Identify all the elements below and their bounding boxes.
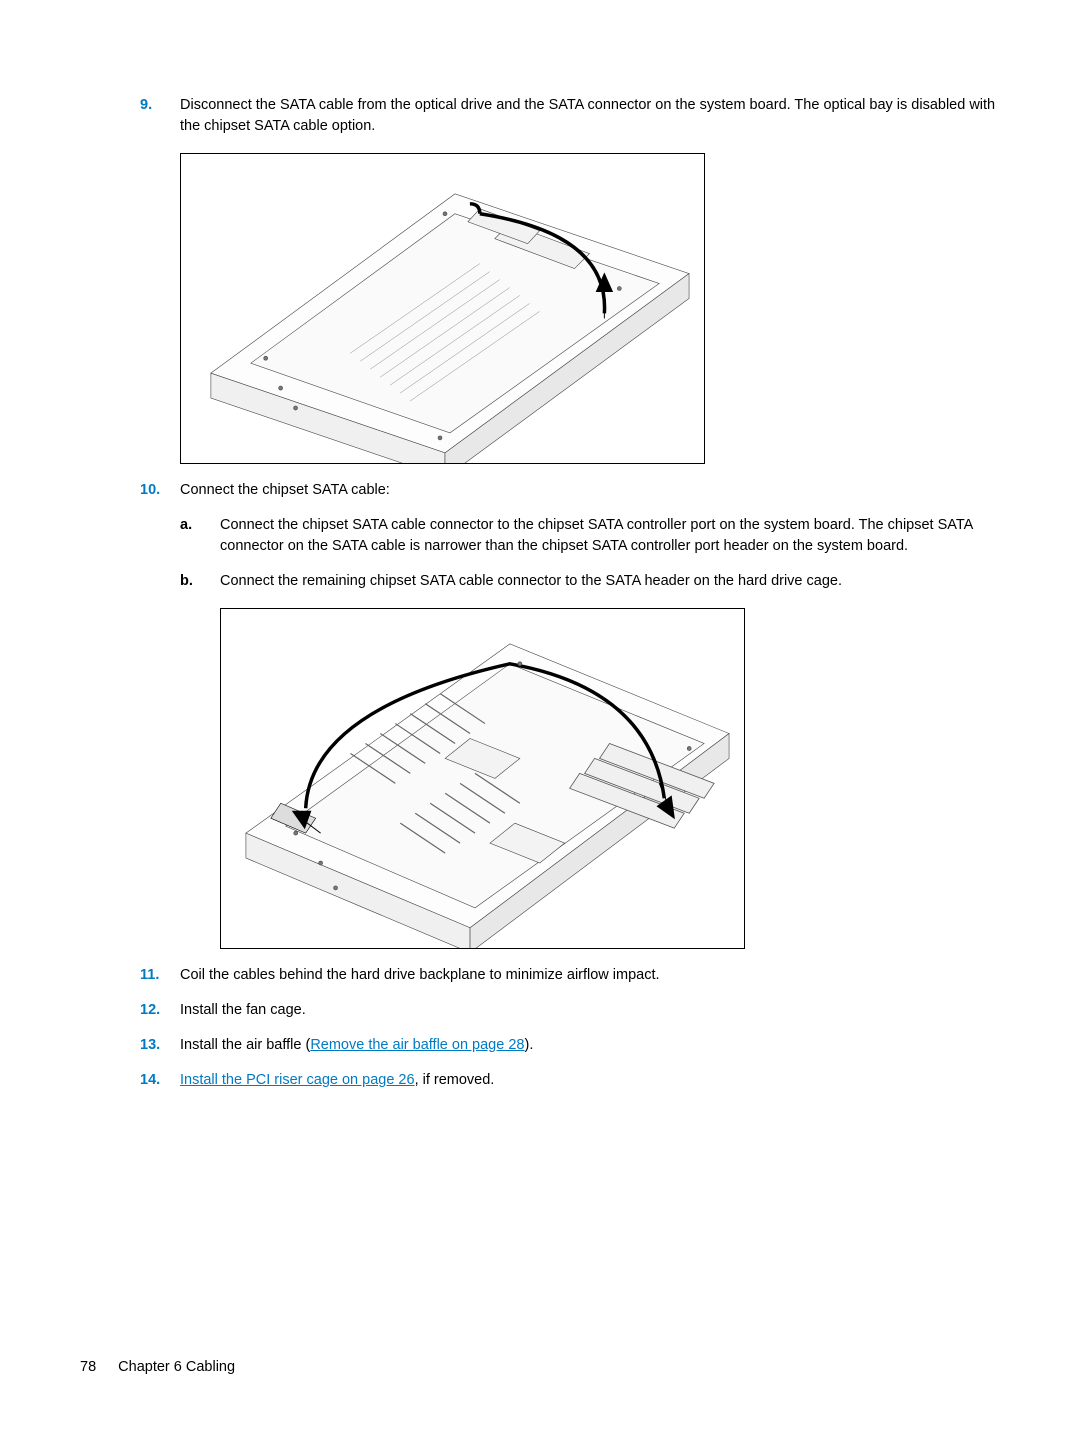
diagram-sata-connect [220,608,745,949]
substep-letter: a. [180,515,192,536]
page-number: 78 [80,1359,96,1375]
step-number: 14. [140,1070,160,1091]
step-text: Disconnect the SATA cable from the optic… [180,97,995,134]
substep-text: Connect the remaining chipset SATA cable… [220,573,842,589]
page-content: 9. Disconnect the SATA cable from the op… [80,95,1000,1091]
step-number: 9. [140,95,152,116]
link-air-baffle[interactable]: Remove the air baffle on page 28 [310,1037,524,1053]
step-number: 13. [140,1035,160,1056]
instruction-list: 9. Disconnect the SATA cable from the op… [140,95,1000,1091]
step-10b: b. Connect the remaining chipset SATA ca… [180,571,1000,949]
step-11: 11. Coil the cables behind the hard driv… [140,965,1000,986]
step-12: 12. Install the fan cage. [140,1000,1000,1021]
sub-list: a. Connect the chipset SATA cable connec… [180,515,1000,949]
step-text: Install the fan cage. [180,1002,306,1018]
step-prefix: Install the air baffle ( [180,1037,310,1053]
diagram-sata-disconnect [180,153,705,464]
step-suffix: ). [524,1037,533,1053]
step-text: Coil the cables behind the hard drive ba… [180,967,660,983]
step-text: Connect the chipset SATA cable: [180,482,390,498]
step-14: 14. Install the PCI riser cage on page 2… [140,1070,1000,1091]
step-number: 10. [140,480,160,501]
step-number: 12. [140,1000,160,1021]
step-suffix: , if removed. [415,1072,495,1088]
step-13: 13. Install the air baffle (Remove the a… [140,1035,1000,1056]
substep-letter: b. [180,571,193,592]
chapter-label: Chapter 6 Cabling [118,1359,235,1375]
step-number: 11. [140,965,159,986]
link-pci-riser[interactable]: Install the PCI riser cage on page 26 [180,1072,415,1088]
step-9: 9. Disconnect the SATA cable from the op… [140,95,1000,464]
substep-text: Connect the chipset SATA cable connector… [220,517,973,554]
page-footer: 78 Chapter 6 Cabling [80,1357,235,1378]
step-10: 10. Connect the chipset SATA cable: a. C… [140,480,1000,949]
step-10a: a. Connect the chipset SATA cable connec… [180,515,1000,557]
